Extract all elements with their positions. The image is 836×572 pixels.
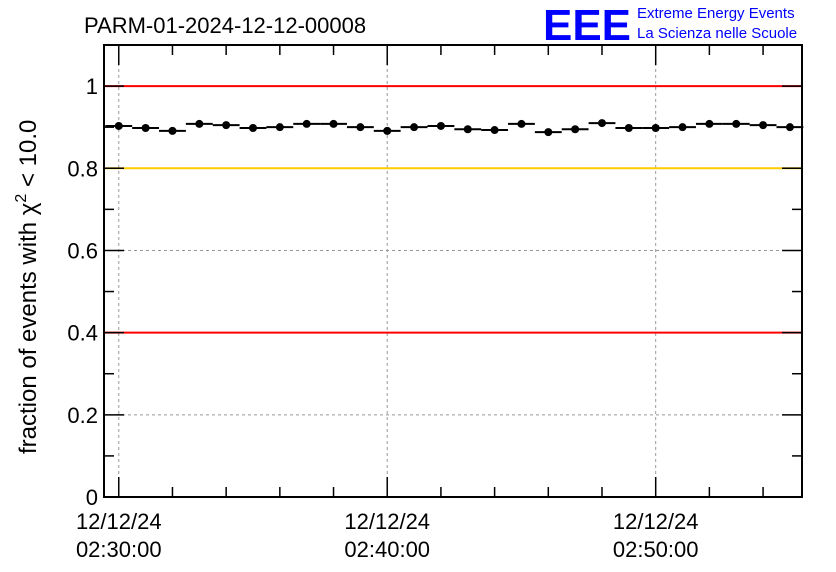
eee-logo: EEE Extreme Energy Events La Scienza nel… [543,1,797,50]
y-label-sup: 2 [13,194,30,203]
data-point [517,119,526,128]
data-point [329,119,338,128]
data-point [168,126,177,135]
data-point [463,125,472,134]
plot-area: 0 0.2 0.4 0.6 0.8 1 12/12/24 02:30:00 12/12/24 02… [67,44,804,562]
data-point [410,123,419,132]
plot-frame [103,44,803,498]
data-point [195,119,204,128]
y-label-tail: < 10.0 [15,120,42,194]
data-point [275,123,284,132]
x-tick-label-time: 02:40:00 [344,537,430,562]
x-tick-label-date: 12/12/24 [613,509,699,534]
data-point [302,119,311,128]
data-point [383,126,392,135]
data-point [248,124,257,133]
x-tick-label-date: 12/12/24 [344,509,430,534]
data-point [436,121,445,130]
y-tick-label: 0 [86,485,98,510]
data-point [705,119,714,128]
data-point [597,119,606,128]
x-tick-label-time: 02:50:00 [613,537,699,562]
y-tick-label: 0.4 [67,321,98,346]
data-point [785,123,794,132]
data-point [141,124,150,133]
logo-line2: La Scienza nelle Scuole [637,25,797,42]
logo-line1: Extreme Energy Events [637,5,795,22]
data-point [732,119,741,128]
y-label-main: fraction of events with χ [15,202,42,454]
data-point [651,124,660,133]
y-tick-label: 0.6 [67,238,98,263]
data-point [759,121,768,130]
y-tick-label: 1 [86,74,98,99]
data-point [356,123,365,132]
data-point [678,123,687,132]
y-tick-label: 0.2 [67,403,98,428]
data-point [490,126,499,135]
x-tick-label-date: 12/12/24 [76,509,162,534]
chart-title: PARM-01-2024-12-12-00008 [84,13,366,38]
data-point [624,124,633,133]
x-tick-label-time: 02:30:00 [76,537,162,562]
logo-mark: EEE [543,1,631,50]
y-tick-label: 0.8 [67,156,98,181]
data-point [544,128,553,137]
data-point [222,121,231,130]
data-point [114,121,123,130]
y-axis-label: fraction of events with χ2 < 10.0 [13,120,42,454]
data-point [571,125,580,134]
